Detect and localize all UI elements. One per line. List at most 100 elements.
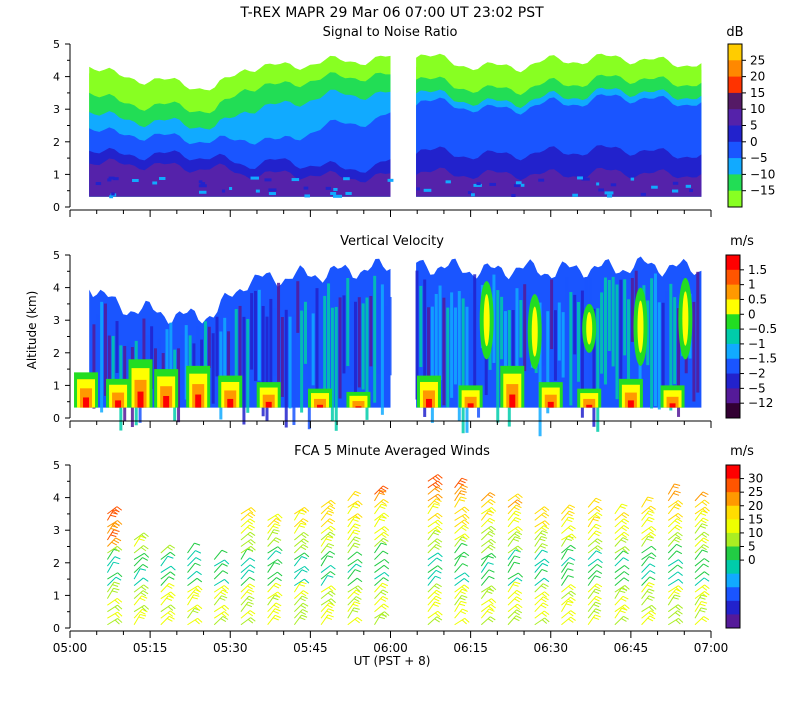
colorbar-swatch xyxy=(728,109,742,126)
wind-barb-feather xyxy=(677,500,684,505)
wind-barb-feather xyxy=(250,545,256,551)
wind-barb-feather xyxy=(513,617,520,622)
colorbar-tick-label: 20 xyxy=(748,499,763,513)
vv-streak xyxy=(419,285,423,368)
wind-barb xyxy=(561,601,568,612)
vv-streak xyxy=(596,308,600,432)
wind-barb-feather xyxy=(464,617,470,623)
wind-barb xyxy=(267,602,277,613)
y-tick-label: 3 xyxy=(53,524,60,537)
wind-barb-feather xyxy=(704,506,710,512)
wind-barb xyxy=(480,608,490,619)
wind-barb-feather xyxy=(355,563,362,568)
wind-barb xyxy=(641,496,649,508)
wind-barb-feather xyxy=(570,596,576,601)
wind-barb xyxy=(133,577,144,587)
wind-barb xyxy=(320,510,329,521)
wind-barb-feather xyxy=(487,562,494,565)
wind-barb-feather xyxy=(114,508,120,513)
wind-barb-feather xyxy=(221,595,228,599)
wind-barb-feather xyxy=(110,534,117,538)
wind-barb-feather xyxy=(597,545,603,550)
wind-barb-feather xyxy=(488,540,494,546)
snr-speckle xyxy=(113,177,119,181)
wind-barb-feather xyxy=(517,526,523,531)
wind-barb xyxy=(320,614,329,626)
wind-barb xyxy=(534,530,543,541)
colorbar-swatch xyxy=(726,478,740,493)
wind-barb-feather xyxy=(699,603,706,607)
wind-barb-feather xyxy=(142,590,149,595)
y-axis-label: Altitude (km) xyxy=(25,291,39,370)
wind-barb-feather xyxy=(646,590,653,594)
y-tick-label: 0 xyxy=(53,201,60,214)
wind-barb-feather xyxy=(513,561,521,565)
wind-barb-feather xyxy=(489,492,496,496)
wind-barb-feather xyxy=(167,606,174,611)
wind-barb-feather xyxy=(221,606,227,612)
vv-streak xyxy=(546,311,550,414)
wind-barb xyxy=(267,546,279,554)
vv-low-cell xyxy=(583,398,596,408)
wind-barb xyxy=(481,603,492,613)
wind-barb xyxy=(507,615,517,626)
wind-barb xyxy=(587,523,597,534)
wind-barb-feather xyxy=(304,566,310,571)
wind-barb-feather xyxy=(676,524,683,529)
wind-barb xyxy=(454,536,463,547)
wind-barb xyxy=(641,536,649,547)
wind-barb xyxy=(534,617,545,626)
wind-barb-feather xyxy=(491,585,497,591)
wind-barb-feather xyxy=(272,531,279,535)
wind-barb-feather xyxy=(329,531,336,536)
wind-barb-feather xyxy=(646,597,653,601)
colorbar-swatch xyxy=(728,125,742,143)
wind-barb-feather xyxy=(382,582,389,587)
snr-speckle xyxy=(489,182,497,186)
wind-barb-feather xyxy=(113,561,120,565)
wind-barb xyxy=(107,520,118,528)
vv-streak xyxy=(257,289,261,381)
wind-barb xyxy=(213,611,225,619)
wind-barb xyxy=(641,526,652,534)
wind-barb xyxy=(641,552,652,560)
wind-barb xyxy=(374,589,384,600)
wind-barb-feather xyxy=(352,603,359,607)
wind-barb-feather xyxy=(326,610,333,614)
wind-barb-feather xyxy=(298,584,306,587)
wind-barb-feather xyxy=(624,565,630,570)
wind-barb xyxy=(293,581,302,593)
vv-streak xyxy=(327,283,331,400)
wind-barb-feather xyxy=(647,496,654,500)
wind-barb-feather xyxy=(247,514,253,519)
x-tick-label: 05:45 xyxy=(293,641,328,655)
vv-streak xyxy=(273,308,277,376)
wind-barb-feather xyxy=(354,502,361,507)
wind-barb-feather xyxy=(596,538,603,543)
wind-barb xyxy=(374,485,384,495)
wind-barb xyxy=(374,614,382,625)
wind-barb-feather xyxy=(649,576,656,581)
x-tick-label: 06:15 xyxy=(453,641,488,655)
wind-barb-feather xyxy=(328,543,335,547)
wind-barb xyxy=(427,530,436,541)
wind-barb xyxy=(347,577,358,587)
wind-barb-feather xyxy=(274,562,281,565)
wind-barb-feather xyxy=(249,564,256,569)
vv-streak xyxy=(230,309,234,377)
wind-barb-feather xyxy=(434,612,441,618)
wind-barb-feather xyxy=(699,609,706,613)
vv-streak xyxy=(277,282,281,382)
wind-barb-feather xyxy=(491,507,497,512)
wind-barb xyxy=(668,578,679,587)
wind-barb xyxy=(320,550,331,560)
colorbar-frame xyxy=(725,254,741,419)
wind-barb xyxy=(507,549,516,560)
wind-barb-feather xyxy=(568,516,575,520)
wind-barb-feather xyxy=(464,533,470,539)
wind-barb-feather xyxy=(433,500,440,505)
vv-low-cell-core xyxy=(509,394,516,408)
winds-panel-title: FCA 5 Minute Averaged Winds xyxy=(294,444,490,459)
wind-barb-feather xyxy=(300,592,307,597)
wind-barb-feather xyxy=(437,525,443,531)
